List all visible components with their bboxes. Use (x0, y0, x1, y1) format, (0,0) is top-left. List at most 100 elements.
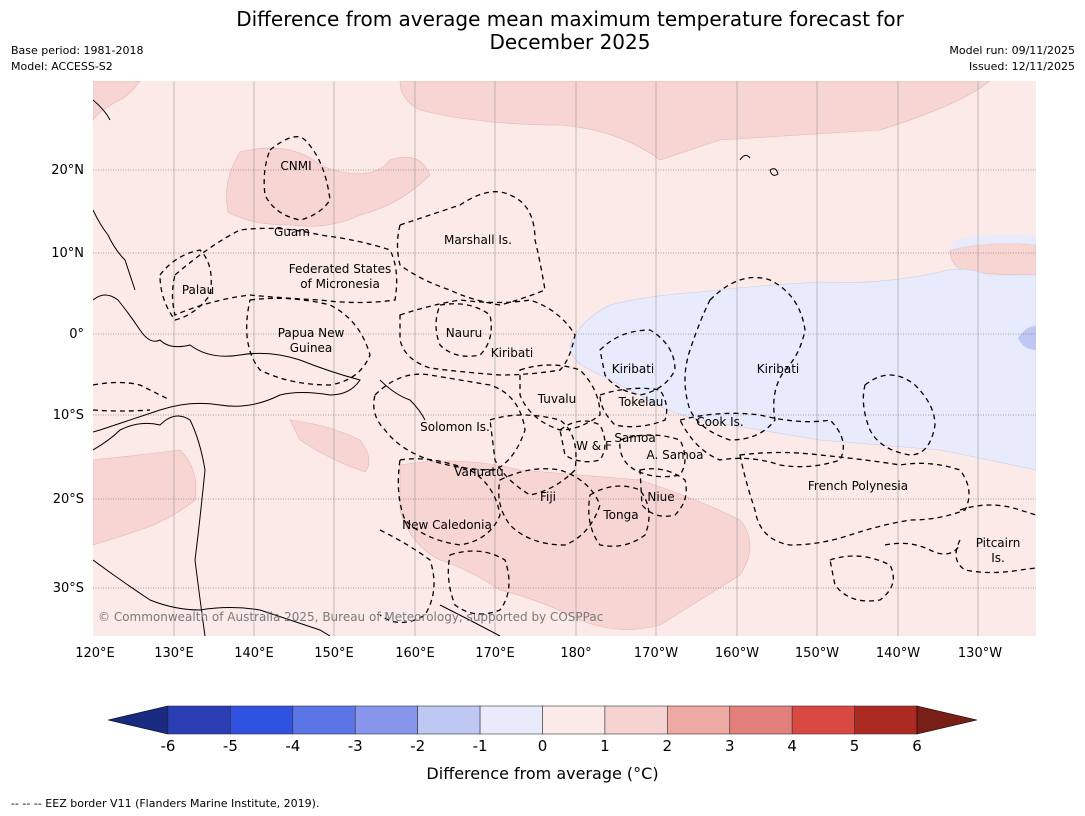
model-run: Model run: 09/11/2025 (949, 44, 1075, 57)
label-niue: Niue (647, 490, 674, 504)
lon-label: 130°E (154, 646, 194, 661)
label-png-1: Papua New (278, 326, 345, 340)
anomaly-1-2-south (399, 460, 751, 630)
colorbar-tick-label: -6 (161, 737, 176, 755)
lon-label: 160°E (395, 646, 435, 661)
lat-label: 30°S (53, 581, 84, 596)
colorbar-segment (479, 705, 543, 735)
colorbar-tick-label: 4 (787, 737, 797, 755)
copyright-text: © Commonwealth of Australia 2025, Bureau… (98, 610, 603, 624)
anomaly-neg1-0 (569, 268, 1036, 471)
label-kiribati-central: Kiribati (612, 362, 654, 376)
lat-label: 10°N (51, 246, 84, 261)
colorbar-segment (230, 705, 294, 735)
colorbar (107, 705, 978, 735)
label-vanuatu: Vanuatu (454, 465, 504, 479)
anomaly-1-2-coral (289, 419, 370, 473)
map-area (93, 81, 1036, 636)
anomaly-1-2-north (399, 81, 991, 161)
colorbar-extend-high (916, 705, 978, 735)
lon-label: 160°W (715, 646, 759, 661)
base-period: Base period: 1981-2018 (11, 44, 144, 57)
label-solomon: Solomon Is. (420, 420, 490, 434)
label-tuvalu: Tuvalu (537, 392, 577, 406)
lat-labels: 20°N 10°N 0° 10°S 20°S 30°S (51, 163, 84, 596)
colorbar-tick-label: 0 (538, 737, 548, 755)
lon-label: 150°E (314, 646, 354, 661)
anomaly-neg1-0-ne (950, 234, 1036, 250)
label-american-samoa: A. Samoa (647, 448, 704, 462)
colorbar-segment (354, 705, 418, 735)
title-line-1: Difference from average mean maximum tem… (236, 7, 904, 31)
label-cook: Cook Is. (696, 415, 743, 429)
lon-label: 120°E (75, 646, 115, 661)
lat-label: 10°S (53, 408, 84, 423)
label-fiji: Fiji (540, 490, 556, 504)
anomaly-1-2-australia (93, 449, 197, 546)
colorbar-segment (729, 705, 793, 735)
chart-title: Difference from average mean maximum tem… (170, 8, 970, 54)
lon-label: 170°W (634, 646, 678, 661)
label-fsm-2: of Micronesia (300, 277, 380, 291)
label-cnmi: CNMI (280, 159, 311, 173)
colorbar-segment (604, 705, 668, 735)
coastlines (93, 99, 779, 636)
colorbar-extend-low (107, 705, 169, 735)
label-fsm-1: Federated States (289, 262, 391, 276)
colorbar-segment (791, 705, 855, 735)
lon-label: 140°E (234, 646, 274, 661)
anomaly-1-2-east (949, 243, 1036, 276)
colorbar-segment (542, 705, 606, 735)
gridlines (173, 81, 979, 636)
lat-label: 0° (69, 327, 84, 342)
anomaly-1-2-nw (93, 81, 141, 121)
label-png-2: Guinea (290, 341, 333, 355)
meta-right: Model run: 09/11/2025 Issued: 12/11/2025 (949, 43, 1075, 75)
anomaly-neg2-neg1 (1018, 326, 1036, 350)
model-name: Model: ACCESS-S2 (11, 60, 113, 73)
colorbar-tick-label: 1 (600, 737, 610, 755)
meta-left: Base period: 1981-2018 Model: ACCESS-S2 (11, 43, 143, 75)
label-pitcairn-1: Pitcairn (976, 536, 1021, 550)
colorbar-tick-label: -3 (348, 737, 363, 755)
label-tokelau: Tokelau (618, 395, 664, 409)
colorbar-tick-label: 5 (850, 737, 860, 755)
lon-labels: 120°E 130°E 140°E 150°E 160°E 170°E 180°… (75, 646, 1002, 661)
label-guam: Guam (274, 225, 310, 239)
lat-gridlines (93, 169, 1036, 589)
colorbar-label: Difference from average (°C) (426, 764, 659, 783)
label-palau: Palau (182, 283, 214, 297)
label-kiribati-west: Kiribati (491, 346, 533, 360)
colorbar-segment (854, 705, 918, 735)
lon-label: 180° (560, 646, 591, 661)
colorbar-segment (667, 705, 731, 735)
footnote: -- -- -- EEZ border V11 (Flanders Marine… (11, 797, 320, 810)
lon-label: 150°W (795, 646, 839, 661)
colorbar-tick-label: 2 (663, 737, 673, 755)
region-labels: CNMI Guam Marshall Is. Federated States … (182, 159, 1020, 565)
lat-label: 20°N (51, 163, 84, 178)
colorbar-tick-label: 3 (725, 737, 735, 755)
title-line-2: December 2025 (489, 30, 651, 54)
issued-date: Issued: 12/11/2025 (968, 60, 1075, 73)
label-samoa: Samoa (614, 431, 655, 445)
colorbar-segment (292, 705, 356, 735)
colorbar-tick-label: -4 (285, 737, 300, 755)
colorbar-segment (167, 705, 231, 735)
lon-label: 170°E (475, 646, 515, 661)
eez-borders (93, 136, 1036, 624)
colorbar-segment (417, 705, 481, 735)
label-french-polynesia: French Polynesia (808, 479, 908, 493)
colorbar-tick-label: -5 (223, 737, 238, 755)
label-pitcairn-2: Is. (991, 551, 1005, 565)
label-kiribati-east: Kiribati (757, 362, 799, 376)
colorbar-ticks: -6 -5 -4 -3 -2 -1 0 1 2 3 4 5 6 (161, 737, 922, 755)
label-marshall: Marshall Is. (444, 233, 512, 247)
label-new-caledonia: New Caledonia (402, 518, 492, 532)
label-wallis-futuna: W & F (576, 439, 612, 453)
colorbar-tick-label: -1 (473, 737, 488, 755)
lon-label: 130°W (958, 646, 1002, 661)
lon-label: 140°W (876, 646, 920, 661)
lat-label: 20°S (53, 492, 84, 507)
